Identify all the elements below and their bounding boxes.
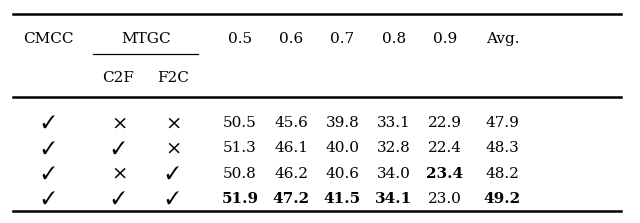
Text: 0.8: 0.8 <box>381 32 406 46</box>
Text: $\times$: $\times$ <box>165 114 180 133</box>
Text: MTGC: MTGC <box>121 32 170 46</box>
Text: 32.8: 32.8 <box>377 141 410 155</box>
Text: 41.5: 41.5 <box>324 192 361 206</box>
Text: 23.0: 23.0 <box>428 192 461 206</box>
Text: 22.9: 22.9 <box>428 116 462 130</box>
Text: 22.4: 22.4 <box>428 141 462 155</box>
Text: 51.9: 51.9 <box>221 192 259 206</box>
Text: $\checkmark$: $\checkmark$ <box>111 139 125 157</box>
Text: 50.8: 50.8 <box>223 167 257 181</box>
Text: $\checkmark$: $\checkmark$ <box>41 114 55 132</box>
Text: 51.3: 51.3 <box>223 141 257 155</box>
Text: 0.7: 0.7 <box>330 32 355 46</box>
Text: 39.8: 39.8 <box>326 116 359 130</box>
Text: CMCC: CMCC <box>23 32 73 46</box>
Text: $\checkmark$: $\checkmark$ <box>166 165 180 183</box>
Text: $\times$: $\times$ <box>111 114 126 133</box>
Text: 48.3: 48.3 <box>486 141 519 155</box>
Text: 0.9: 0.9 <box>433 32 457 46</box>
Text: 40.0: 40.0 <box>325 141 360 155</box>
Text: $\checkmark$: $\checkmark$ <box>41 165 55 183</box>
Text: $\checkmark$: $\checkmark$ <box>41 139 55 157</box>
Text: 33.1: 33.1 <box>377 116 410 130</box>
Text: 34.1: 34.1 <box>375 192 412 206</box>
Text: 0.5: 0.5 <box>228 32 252 46</box>
Text: 49.2: 49.2 <box>484 192 521 206</box>
Text: $\times$: $\times$ <box>111 164 126 183</box>
Text: Avg.: Avg. <box>486 32 519 46</box>
Text: 47.2: 47.2 <box>273 192 310 206</box>
Text: 46.1: 46.1 <box>274 141 308 155</box>
Text: F2C: F2C <box>157 70 189 85</box>
Text: $\checkmark$: $\checkmark$ <box>111 190 125 208</box>
Text: 46.2: 46.2 <box>274 167 308 181</box>
Text: 34.0: 34.0 <box>377 167 410 181</box>
Text: 45.6: 45.6 <box>275 116 308 130</box>
Text: $\checkmark$: $\checkmark$ <box>41 190 55 208</box>
Text: 48.2: 48.2 <box>486 167 519 181</box>
Text: 50.5: 50.5 <box>223 116 257 130</box>
Text: 40.6: 40.6 <box>325 167 360 181</box>
Text: 47.9: 47.9 <box>486 116 519 130</box>
Text: 0.6: 0.6 <box>279 32 303 46</box>
Text: $\times$: $\times$ <box>165 139 180 158</box>
Text: C2F: C2F <box>102 70 134 85</box>
Text: $\checkmark$: $\checkmark$ <box>166 190 180 208</box>
Text: 23.4: 23.4 <box>426 167 463 181</box>
